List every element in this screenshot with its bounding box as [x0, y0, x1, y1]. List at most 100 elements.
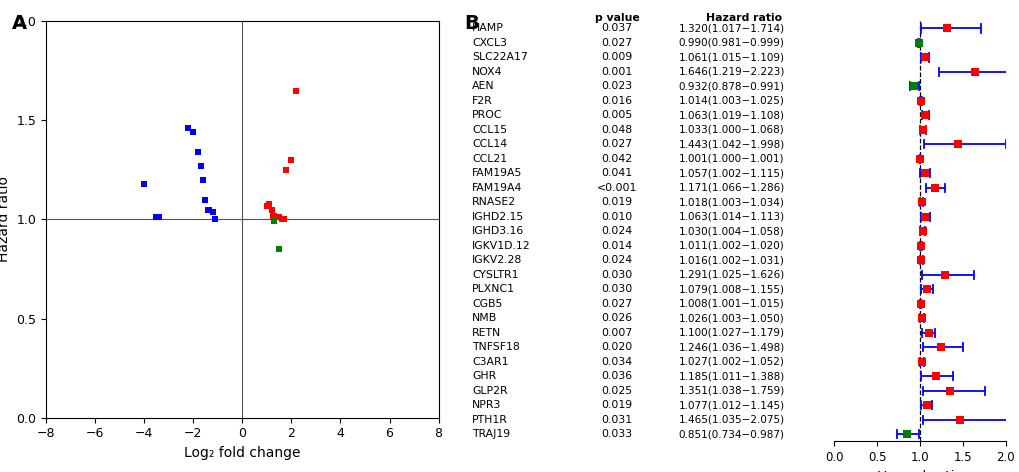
Text: 1.351(1.038−1.759): 1.351(1.038−1.759) [678, 386, 785, 396]
Text: 0.932(0.878−0.991): 0.932(0.878−0.991) [678, 82, 784, 92]
Text: Hazard ratio: Hazard ratio [705, 13, 782, 23]
Point [266, 212, 282, 219]
Text: 0.024: 0.024 [601, 226, 632, 236]
Point [201, 206, 217, 213]
Point [283, 156, 300, 164]
Text: 1.001(1.000−1.001): 1.001(1.000−1.001) [678, 154, 784, 164]
Text: 0.027: 0.027 [601, 139, 632, 149]
X-axis label: Hazard ratio: Hazard ratio [876, 470, 962, 472]
Text: 1.185(1.011−1.388): 1.185(1.011−1.388) [678, 371, 785, 381]
Point [917, 401, 933, 409]
Point [941, 387, 957, 395]
Point [914, 126, 930, 134]
Point [911, 155, 927, 163]
Point [938, 25, 955, 32]
Text: PLXNC1: PLXNC1 [472, 284, 515, 294]
Point [912, 300, 928, 307]
Text: 1.061(1.015−1.109): 1.061(1.015−1.109) [678, 52, 784, 62]
Point [205, 208, 221, 215]
Text: CCL14: CCL14 [472, 139, 506, 149]
Text: 0.025: 0.025 [601, 386, 632, 396]
Text: 0.036: 0.036 [601, 371, 632, 381]
Point [916, 169, 932, 177]
Point [912, 97, 928, 105]
Point [913, 314, 929, 322]
Point [180, 125, 197, 132]
Text: 0.010: 0.010 [601, 212, 632, 222]
Text: IGHD2.15: IGHD2.15 [472, 212, 524, 222]
Text: 0.019: 0.019 [601, 400, 632, 410]
Text: 0.042: 0.042 [601, 154, 632, 164]
Text: 0.020: 0.020 [601, 342, 632, 352]
Point [271, 245, 287, 253]
Text: 1.014(1.003−1.025): 1.014(1.003−1.025) [678, 96, 784, 106]
Point [195, 176, 211, 184]
Text: 0.027: 0.027 [601, 299, 632, 309]
Point [184, 128, 201, 136]
Text: B: B [464, 14, 478, 33]
Point [268, 214, 284, 221]
Text: CYSLTR1: CYSLTR1 [472, 270, 519, 280]
Text: 1.030(1.004−1.058): 1.030(1.004−1.058) [678, 226, 784, 236]
Text: 0.037: 0.037 [601, 24, 632, 34]
Point [263, 206, 279, 213]
Point [927, 372, 944, 380]
Text: F2R: F2R [472, 96, 492, 106]
Text: FAM19A4: FAM19A4 [472, 183, 522, 193]
Text: SLC22A17: SLC22A17 [472, 52, 528, 62]
Text: CGB5: CGB5 [472, 299, 502, 309]
Point [912, 242, 928, 250]
X-axis label: Log₂ fold change: Log₂ fold change [183, 446, 301, 460]
Text: A: A [12, 14, 28, 33]
Point [910, 39, 926, 47]
Point [287, 87, 304, 94]
Text: CCL15: CCL15 [472, 125, 506, 135]
Text: 1.063(1.019−1.108): 1.063(1.019−1.108) [678, 110, 784, 120]
Text: 1.465(1.035−2.075): 1.465(1.035−2.075) [678, 414, 784, 425]
Text: RNASE2: RNASE2 [472, 197, 516, 207]
Point [190, 148, 206, 156]
Text: 1.443(1.042−1.998): 1.443(1.042−1.998) [678, 139, 785, 149]
Text: 1.057(1.002−1.115): 1.057(1.002−1.115) [678, 169, 784, 178]
Text: 0.990(0.981−0.999): 0.990(0.981−0.999) [678, 38, 784, 48]
Text: <0.001: <0.001 [596, 183, 637, 193]
Text: 1.246(1.036−1.498): 1.246(1.036−1.498) [678, 342, 785, 352]
Text: 1.016(1.002−1.031): 1.016(1.002−1.031) [678, 255, 784, 265]
Text: 1.026(1.003−1.050): 1.026(1.003−1.050) [678, 313, 784, 323]
Text: IGKV1D.12: IGKV1D.12 [472, 241, 530, 251]
Text: 1.291(1.025−1.626): 1.291(1.025−1.626) [678, 270, 785, 280]
Point [136, 180, 152, 187]
Text: 1.079(1.008−1.155): 1.079(1.008−1.155) [678, 284, 784, 294]
Text: 0.026: 0.026 [601, 313, 632, 323]
Text: 0.031: 0.031 [601, 414, 632, 425]
Point [197, 196, 213, 203]
Text: PTH1R: PTH1R [472, 414, 507, 425]
Point [148, 214, 164, 221]
Text: 1.011(1.002−1.020): 1.011(1.002−1.020) [678, 241, 784, 251]
Text: IGHD3.16: IGHD3.16 [472, 226, 524, 236]
Text: 0.851(0.734−0.987): 0.851(0.734−0.987) [678, 429, 784, 439]
Point [916, 54, 932, 61]
Point [266, 218, 282, 225]
Point [913, 199, 929, 206]
Text: HAMP: HAMP [472, 24, 503, 34]
Text: p value: p value [594, 13, 639, 23]
Text: GHR: GHR [472, 371, 496, 381]
Point [265, 212, 281, 219]
Text: CCL21: CCL21 [472, 154, 506, 164]
Text: 0.024: 0.024 [601, 255, 632, 265]
Text: 1.646(1.219−2.223): 1.646(1.219−2.223) [678, 67, 785, 77]
Point [905, 83, 921, 90]
Point [914, 228, 930, 235]
Point [207, 216, 223, 223]
Point [919, 329, 935, 337]
Text: IGKV2.28: IGKV2.28 [472, 255, 522, 265]
Text: 1.027(1.002−1.052): 1.027(1.002−1.052) [678, 357, 784, 367]
Text: NMB: NMB [472, 313, 497, 323]
Point [925, 184, 942, 192]
Text: AEN: AEN [472, 82, 494, 92]
Text: 0.014: 0.014 [601, 241, 632, 251]
Text: PROC: PROC [472, 110, 502, 120]
Text: 0.033: 0.033 [601, 429, 632, 439]
Text: 1.018(1.003−1.034): 1.018(1.003−1.034) [678, 197, 784, 207]
